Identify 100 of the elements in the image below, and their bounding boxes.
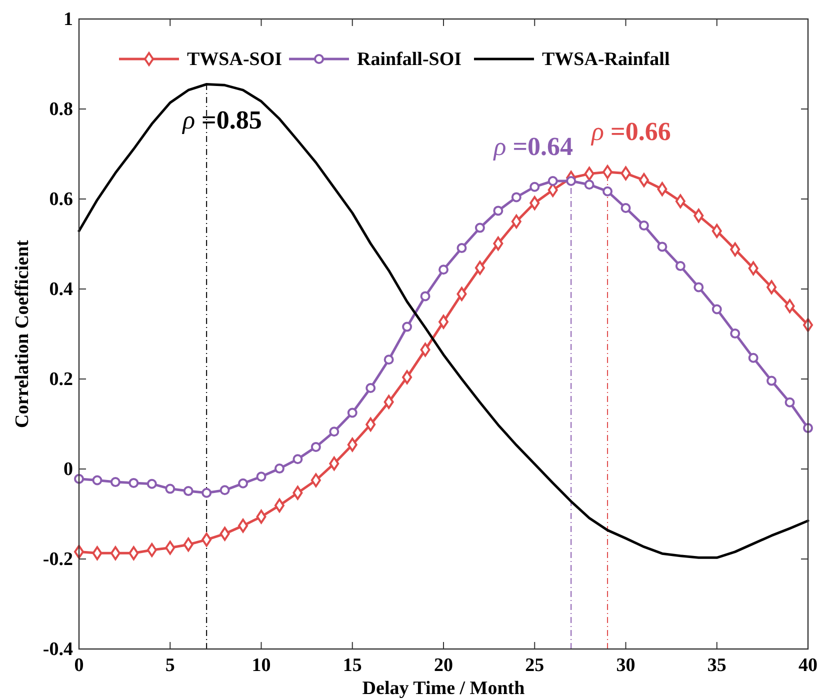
point	[530, 182, 540, 192]
point	[748, 261, 758, 276]
point	[310, 442, 321, 452]
point	[292, 454, 303, 464]
point	[402, 370, 412, 384]
point	[146, 478, 157, 489]
point	[766, 376, 777, 386]
point	[110, 546, 120, 560]
legend-label: Rainfall-SOI	[357, 49, 462, 70]
point	[730, 328, 740, 339]
point	[474, 222, 485, 233]
point	[566, 176, 576, 186]
point	[712, 304, 722, 314]
annotation: ρ =0.85	[182, 105, 262, 134]
y-tick-label: 1	[64, 9, 73, 30]
point	[694, 282, 704, 292]
point	[146, 543, 157, 557]
point	[274, 498, 284, 512]
y-axis-title: Correlation Coefficient	[12, 239, 33, 428]
point	[548, 183, 558, 197]
point	[165, 540, 176, 555]
point	[675, 194, 686, 208]
point	[675, 261, 686, 272]
y-tick-label: 0.2	[49, 369, 73, 390]
point	[657, 242, 668, 252]
point	[784, 397, 795, 408]
point	[602, 186, 613, 196]
point	[256, 472, 266, 482]
point	[748, 352, 758, 363]
point	[620, 203, 631, 213]
point	[694, 208, 704, 223]
legend-label: TWSA-SOI	[187, 49, 282, 70]
point	[220, 485, 230, 496]
point	[511, 192, 522, 202]
point	[384, 394, 394, 409]
point	[402, 322, 412, 332]
point	[530, 196, 540, 210]
point	[620, 166, 631, 180]
point	[384, 354, 394, 365]
point	[238, 478, 248, 488]
point	[493, 236, 504, 251]
point	[420, 291, 430, 302]
point	[456, 243, 467, 254]
point	[220, 526, 230, 541]
point	[730, 242, 740, 256]
point	[202, 488, 212, 498]
annotation: ρ =0.66	[590, 117, 671, 146]
point	[110, 477, 120, 488]
point	[548, 176, 558, 186]
point	[128, 478, 139, 488]
point	[584, 180, 594, 190]
point	[292, 486, 303, 500]
x-tick-label: 5	[165, 655, 175, 676]
point	[511, 214, 522, 228]
point	[456, 286, 467, 301]
x-tick-label: 30	[616, 655, 636, 676]
point	[347, 438, 358, 452]
x-tick-label: 15	[342, 655, 362, 676]
point	[638, 220, 649, 231]
point	[92, 546, 102, 560]
y-tick-label: 0.8	[49, 99, 73, 120]
point	[366, 417, 376, 432]
point	[638, 173, 649, 188]
point	[238, 518, 248, 533]
point	[329, 426, 340, 437]
x-tick-label: 20	[434, 655, 453, 676]
point	[74, 474, 84, 484]
x-tick-label: 25	[525, 655, 544, 676]
point	[256, 510, 266, 524]
legend-label: TWSA-Rainfall	[542, 49, 670, 70]
point	[165, 484, 176, 494]
annotation: ρ =0.64	[492, 132, 574, 161]
point	[657, 182, 668, 196]
point	[329, 456, 340, 471]
y-tick-label: 0.6	[49, 189, 73, 210]
point	[602, 165, 613, 179]
point	[438, 264, 448, 275]
y-tick-label: 0.4	[49, 279, 74, 300]
point	[493, 206, 504, 216]
x-tick-label: 35	[707, 655, 726, 676]
point	[92, 475, 102, 486]
point	[712, 224, 722, 238]
point	[766, 280, 777, 294]
point	[183, 486, 194, 496]
point	[474, 260, 485, 275]
point	[274, 464, 284, 474]
point	[128, 546, 139, 560]
point	[183, 538, 194, 552]
point	[784, 299, 795, 314]
point	[310, 473, 321, 488]
point	[202, 532, 212, 547]
x-tick-label: 10	[252, 655, 271, 676]
point	[366, 383, 376, 393]
x-tick-label: 40	[798, 655, 818, 676]
y-tick-label: -0.2	[42, 549, 73, 570]
y-tick-label: -0.4	[42, 639, 74, 660]
point	[584, 166, 594, 181]
point	[420, 342, 430, 357]
x-axis-title: Delay Time / Month	[362, 678, 526, 699]
y-tick-label: 0	[64, 459, 73, 480]
